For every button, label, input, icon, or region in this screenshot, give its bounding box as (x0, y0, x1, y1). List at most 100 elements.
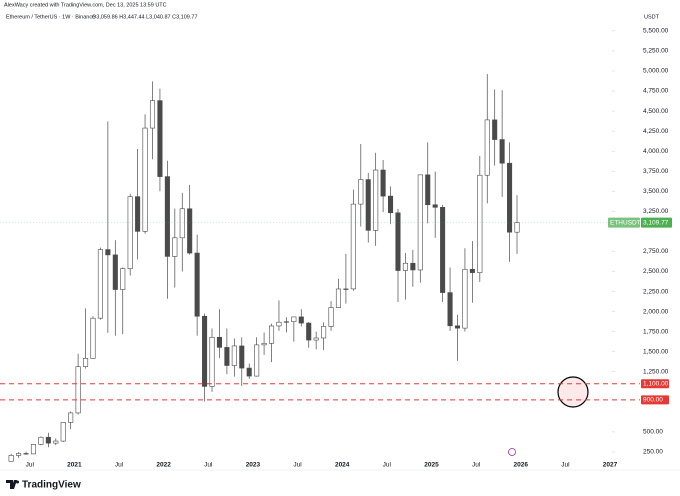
x-tick-label: Jul (383, 462, 392, 469)
x-tick-label: Jul (115, 462, 124, 469)
candle-body (283, 321, 289, 323)
level-label: 1,100.00 (643, 381, 669, 388)
candle-body (23, 453, 29, 455)
candle-body (157, 100, 163, 177)
y-tick-label: 1,750.00 (643, 328, 669, 335)
candle-body (268, 325, 275, 344)
event-marker (508, 448, 516, 456)
candle-body (469, 268, 475, 273)
candle-body (328, 307, 334, 327)
x-tick-label: Jul (561, 462, 570, 469)
level-label-box (641, 379, 669, 389)
candle-body (291, 316, 297, 323)
candle-body (365, 179, 371, 231)
candle-body (246, 367, 252, 377)
candle-body (254, 344, 260, 377)
candle-body (38, 436, 44, 445)
symbol-label-box (608, 217, 640, 228)
candle-body (75, 366, 81, 414)
candle-body (425, 174, 431, 206)
y-tick-label: 5,500.00 (643, 28, 669, 35)
candle-body (499, 139, 505, 164)
x-tick-label: Jul (204, 462, 213, 469)
y-tick-label: 4,000.00 (643, 148, 669, 155)
candle-body (179, 208, 185, 239)
candle-body (105, 249, 111, 256)
candle-body (350, 203, 356, 290)
y-tick-label: 1,500.00 (643, 348, 669, 355)
x-tick-label: 2021 (67, 462, 82, 469)
y-tick-label: 5,250.00 (643, 48, 669, 55)
candle-body (380, 169, 386, 197)
x-tick-label: 2025 (424, 462, 439, 469)
candle-body (335, 288, 342, 308)
y-tick-label: 250.00 (643, 449, 663, 456)
candle-body (440, 207, 446, 293)
candle-body (90, 317, 96, 359)
logo-mark (6, 480, 17, 489)
candle-body (298, 316, 304, 324)
y-tick-label: 2,000.00 (643, 308, 669, 315)
candle-body (395, 212, 401, 271)
candle-body (321, 326, 327, 339)
candle-body (60, 422, 66, 442)
candle-body (224, 347, 230, 366)
y-tick-label: 5,000.00 (643, 68, 669, 75)
level-label-box (641, 395, 669, 405)
candle-body (306, 322, 312, 341)
candle-body (202, 315, 208, 387)
candle-body (127, 196, 133, 269)
candle-body (313, 337, 319, 341)
candle-body (142, 127, 148, 232)
candle-body (373, 169, 379, 231)
brand-logo (6, 480, 19, 489)
candle-body (209, 336, 215, 387)
y-tick-label: 3,250.00 (643, 208, 669, 215)
ohlc: O3,059.86 H3,447.44 L3,040.87 C3,109.77 (92, 14, 198, 20)
candle-body (462, 268, 468, 329)
x-tick-label: Jul (26, 462, 35, 469)
candle-body (239, 345, 245, 369)
price-label: 3,109.77 (643, 219, 669, 226)
candle-body (432, 204, 438, 208)
candle-body (343, 288, 349, 290)
candle-body (507, 162, 513, 233)
candle-body (45, 436, 51, 444)
candle-body (484, 119, 490, 176)
symbol-label: ETHUSDT (610, 219, 641, 226)
candle-body (164, 176, 170, 257)
y-tick-label: 2,500.00 (643, 268, 669, 275)
candle-body (231, 345, 237, 366)
candle-body (514, 222, 520, 233)
x-tick-label: 2024 (335, 462, 350, 469)
logo-dot (16, 480, 19, 484)
y-tick-label: 4,750.00 (643, 88, 669, 95)
candle-body (447, 292, 453, 327)
candle-body (477, 174, 483, 273)
candle-body (68, 412, 74, 423)
candle-body (276, 321, 282, 327)
candle-body (454, 325, 461, 329)
brand: TradingView (22, 480, 81, 491)
symbol: Ethereum / TetherUS · 1W · Binance (6, 14, 95, 20)
candle-body (120, 268, 126, 290)
y-tick-label: 3,750.00 (643, 168, 669, 175)
candle-body (112, 254, 118, 290)
credit: AlexWacy created with TradingView.com, D… (4, 2, 167, 8)
candle-body (135, 196, 141, 232)
candle-body (16, 453, 22, 456)
candle-body (492, 119, 498, 140)
candle-body (402, 262, 408, 271)
candle-body (187, 208, 193, 254)
y-tick-label: 3,500.00 (643, 188, 669, 195)
candle-body (149, 100, 156, 129)
y-tick-label: 500.00 (643, 429, 663, 436)
candle-body (53, 440, 59, 444)
candle-body (172, 237, 178, 257)
y-tick-label: 2,750.00 (643, 248, 669, 255)
y-tick-label: 1,250.00 (643, 368, 669, 375)
y-tick-label: 2,250.00 (643, 288, 669, 295)
y-tick-label: 4,500.00 (643, 108, 669, 115)
